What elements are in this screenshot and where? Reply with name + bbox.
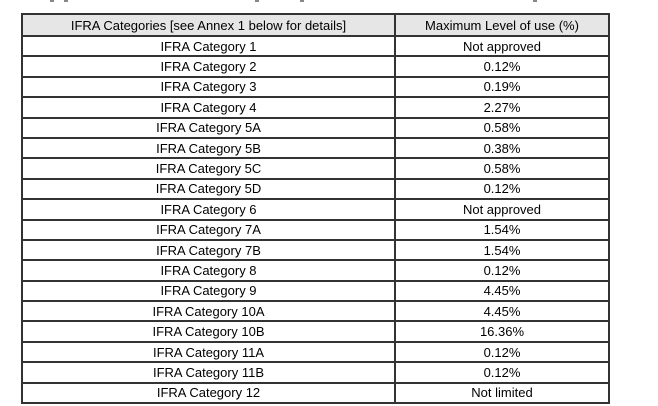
category-cell: IFRA Category 7B [21, 238, 396, 262]
table-row: IFRA Category 2 0.12% [21, 55, 610, 78]
table-row: IFRA Category 8 0.12% [21, 259, 610, 282]
ifra-categories-table: IFRA Categories [see Annex 1 below for d… [21, 13, 610, 405]
table-row: IFRA Category 12 Not limited [21, 381, 610, 405]
max-level-cell: 0.12% [394, 361, 610, 384]
table-row: IFRA Category 5C 0.58% [21, 157, 610, 180]
max-level-cell: 1.54% [394, 218, 610, 241]
cropped-text-fragment [50, 0, 54, 2]
cropped-text-fragment [533, 0, 537, 2]
category-cell: IFRA Category 11B [21, 361, 396, 384]
category-cell: IFRA Category 5D [21, 177, 396, 201]
header-cell-categories: IFRA Categories [see Annex 1 below for d… [21, 13, 396, 37]
table-row: IFRA Category 11B 0.12% [21, 361, 610, 384]
max-level-cell: 0.58% [394, 116, 610, 139]
table-header: IFRA Categories [see Annex 1 below for d… [21, 13, 610, 37]
max-level-cell: Not limited [394, 381, 610, 405]
table-row: IFRA Category 6 Not approved [21, 198, 610, 221]
header-row: IFRA Categories [see Annex 1 below for d… [21, 13, 610, 37]
table-row: IFRA Category 5D 0.12% [21, 177, 610, 201]
max-level-cell: Not approved [394, 198, 610, 221]
max-level-cell: 4.45% [394, 300, 610, 323]
category-cell: IFRA Category 2 [21, 55, 396, 78]
category-cell: IFRA Category 4 [21, 96, 396, 119]
table-row: IFRA Category 10A 4.45% [21, 300, 610, 323]
table-row: IFRA Category 7A 1.54% [21, 218, 610, 241]
table-row: IFRA Category 5B 0.38% [21, 136, 610, 160]
max-level-cell: Not approved [394, 34, 610, 58]
header-cell-max-level: Maximum Level of use (%) [394, 13, 610, 37]
table-row: IFRA Category 11A 0.12% [21, 340, 610, 364]
max-level-cell: 2.27% [394, 96, 610, 119]
category-cell: IFRA Category 12 [21, 381, 396, 405]
max-level-cell: 0.12% [394, 177, 610, 201]
category-cell: IFRA Category 8 [21, 259, 396, 282]
category-cell: IFRA Category 5A [21, 116, 396, 139]
table-body: IFRA Category 1 Not approved IFRA Category… [21, 34, 610, 405]
category-cell: IFRA Category 1 [21, 34, 396, 58]
cropped-text-fragment [64, 0, 68, 2]
category-cell: IFRA Category 3 [21, 75, 396, 99]
table-row: IFRA Category 4 2.27% [21, 96, 610, 119]
max-level-cell: 16.36% [394, 320, 610, 343]
table-row: IFRA Category 1 Not approved [21, 34, 610, 58]
max-level-cell: 0.19% [394, 75, 610, 99]
category-cell: IFRA Category 10A [21, 300, 396, 323]
category-cell: IFRA Category 9 [21, 279, 396, 303]
max-level-cell: 0.12% [394, 259, 610, 282]
table-row: IFRA Category 9 4.45% [21, 279, 610, 303]
max-level-cell: 0.12% [394, 340, 610, 364]
category-cell: IFRA Category 11A [21, 340, 396, 364]
category-cell: IFRA Category 5B [21, 136, 396, 160]
category-cell: IFRA Category 5C [21, 157, 396, 180]
max-level-cell: 0.58% [394, 157, 610, 180]
cropped-text-fragment [300, 0, 304, 2]
table-row: IFRA Category 3 0.19% [21, 75, 610, 99]
table-row: IFRA Category 5A 0.58% [21, 116, 610, 139]
category-cell: IFRA Category 7A [21, 218, 396, 241]
cropped-text-fragment [255, 0, 259, 2]
max-level-cell: 4.45% [394, 279, 610, 303]
max-level-cell: 0.38% [394, 136, 610, 160]
max-level-cell: 1.54% [394, 238, 610, 262]
max-level-cell: 0.12% [394, 55, 610, 78]
category-cell: IFRA Category 10B [21, 320, 396, 343]
category-cell: IFRA Category 6 [21, 198, 396, 221]
table-row: IFRA Category 10B 16.36% [21, 320, 610, 343]
table-row: IFRA Category 7B 1.54% [21, 238, 610, 262]
